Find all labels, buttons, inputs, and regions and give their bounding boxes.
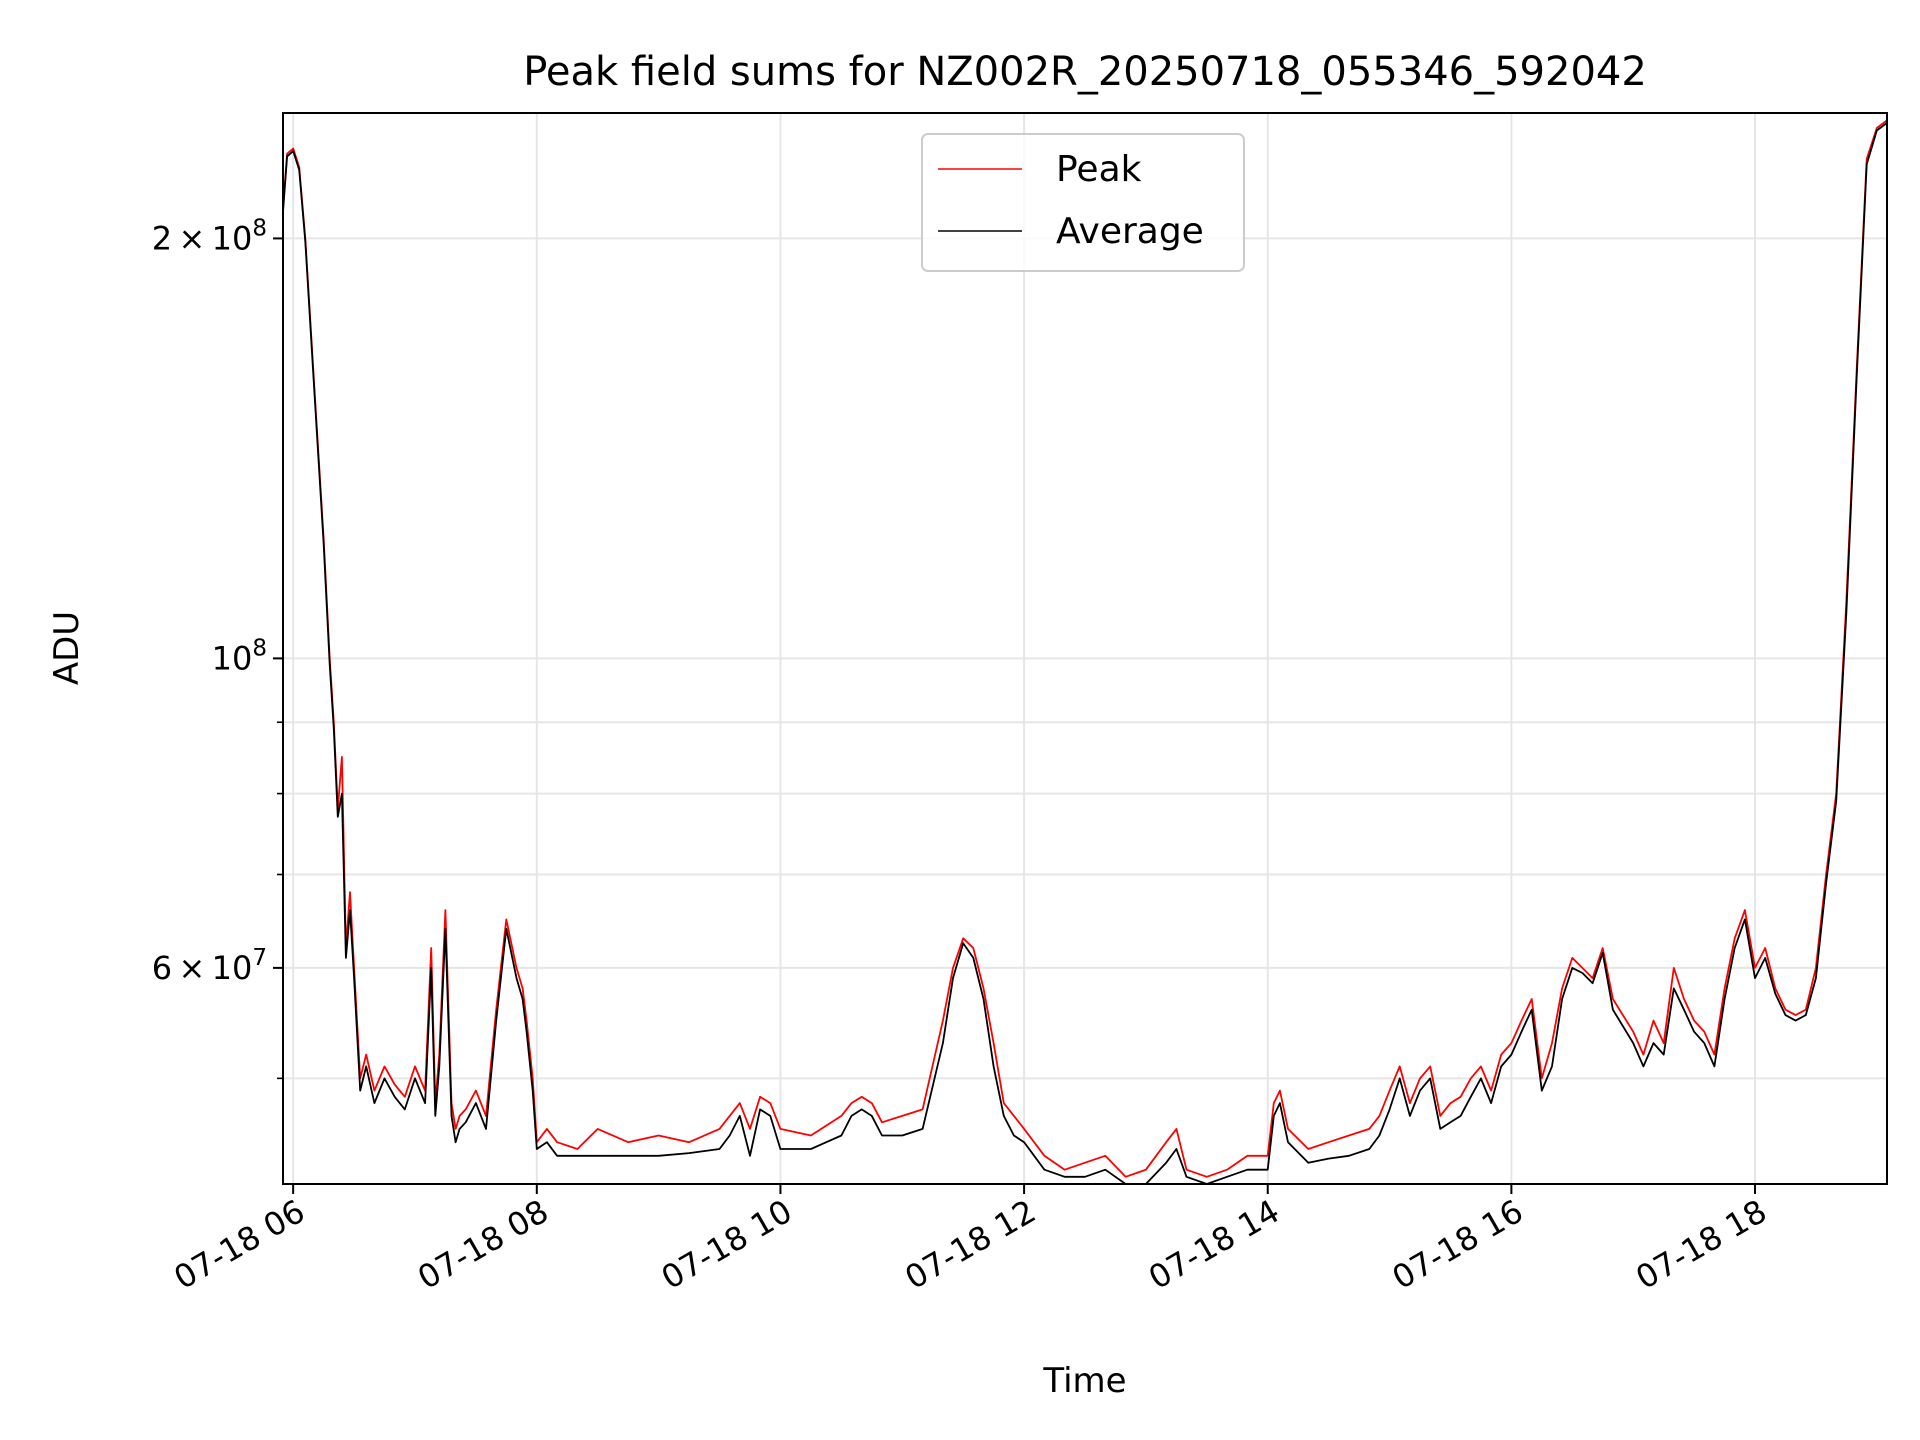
x-axis-title: Time xyxy=(1042,1361,1126,1401)
legend: Peak Average xyxy=(921,133,1245,272)
legend-label-average: Average xyxy=(1056,211,1204,252)
plot-frame xyxy=(282,112,1888,1185)
grid xyxy=(283,113,1887,1184)
y-tick-label: 108 xyxy=(212,635,267,677)
y-axis-title: ADU xyxy=(47,611,87,685)
legend-label-peak: Peak xyxy=(1056,149,1142,190)
series-line-peak xyxy=(283,119,1887,1178)
y-tick-label: 6 × 107 xyxy=(152,945,267,987)
plot-series xyxy=(283,119,1887,1184)
series-line-average xyxy=(283,122,1887,1184)
y-tick-label: 2 × 108 xyxy=(152,215,267,257)
chart-title: Peak field sums for NZ002R_20250718_0553… xyxy=(523,49,1647,95)
